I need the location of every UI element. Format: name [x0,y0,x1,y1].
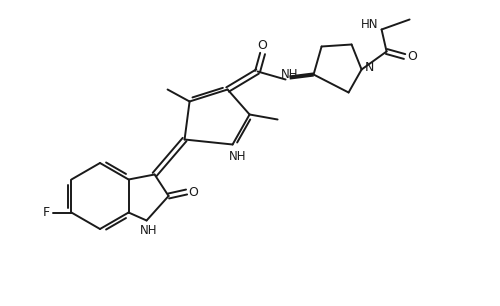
Text: O: O [408,50,418,63]
Text: HN: HN [361,18,378,31]
Text: O: O [258,39,268,52]
Text: NH: NH [281,68,298,81]
Text: O: O [188,185,198,199]
Text: F: F [43,206,50,219]
Text: NH: NH [140,224,158,237]
Text: N: N [365,61,374,74]
Text: NH: NH [229,150,246,163]
